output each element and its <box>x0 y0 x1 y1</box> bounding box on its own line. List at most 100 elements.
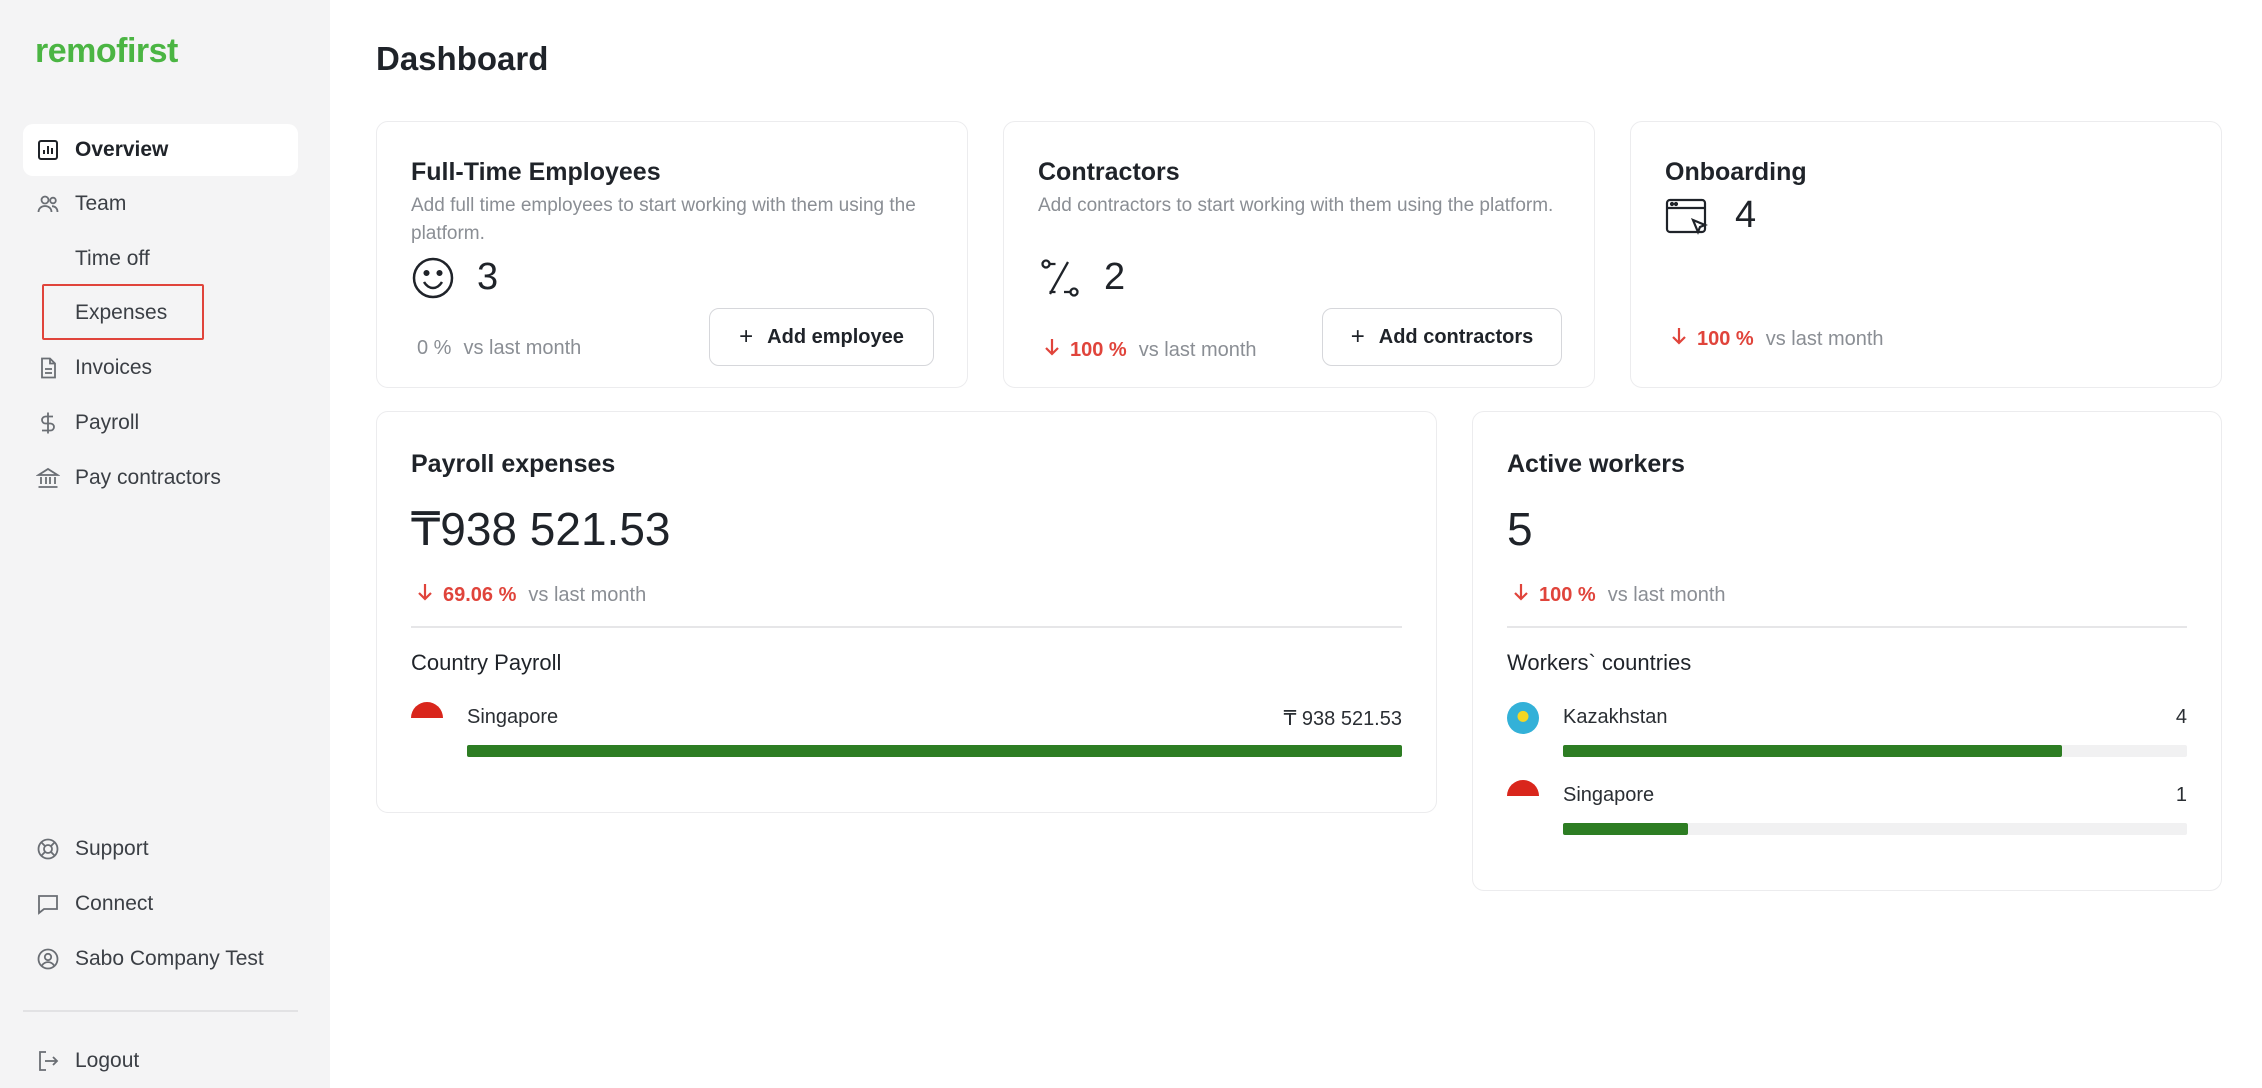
add-contractors-button[interactable]: + Add contractors <box>1322 308 1562 366</box>
section-title: Country Payroll <box>411 650 562 675</box>
arrow-down-icon <box>415 582 435 608</box>
chart-icon <box>35 137 61 163</box>
bank-icon <box>35 465 61 491</box>
sidebar-item-label: Pay contractors <box>75 466 221 489</box>
sidebar-item-label: Connect <box>75 892 154 915</box>
sidebar-item-label: Expenses <box>75 301 168 324</box>
dollar-icon <box>35 410 61 436</box>
change-label: vs last month <box>463 337 582 359</box>
sidebar-item-invoices[interactable]: Invoices <box>23 342 298 394</box>
plus-icon: + <box>739 323 754 350</box>
card-title: Contractors <box>1038 158 1180 186</box>
button-label: Add employee <box>767 325 904 348</box>
card-title: Full-Time Employees <box>411 158 661 186</box>
fte-change: 0 % vs last month <box>417 337 581 360</box>
sidebar-item-logout[interactable]: Logout <box>23 1035 298 1087</box>
chat-icon <box>35 891 61 917</box>
browser-cursor-icon <box>1665 196 1709 240</box>
onboarding-card: Onboarding 4 100 % vs last month <box>1630 121 2222 388</box>
sidebar-item-payroll[interactable]: Payroll <box>23 397 298 449</box>
sidebar-item-label: Invoices <box>75 356 153 379</box>
document-icon <box>35 355 61 381</box>
change-percent: 100 % <box>1697 327 1754 350</box>
onboarding-change: 100 % vs last month <box>1669 326 1884 352</box>
payroll-total: ₸938 521.53 <box>411 503 671 555</box>
sidebar-item-team[interactable]: Team <box>23 178 298 230</box>
change-percent: 0 % <box>417 337 452 359</box>
sidebar-item-label: Payroll <box>75 411 140 434</box>
change-label: vs last month <box>528 583 647 606</box>
sidebar-divider <box>23 1010 298 1012</box>
sidebar-item-label: Team <box>75 192 127 215</box>
sidebar-item-label: Logout <box>75 1049 140 1072</box>
progress-track <box>1563 745 2187 757</box>
route-icon <box>1038 256 1082 300</box>
contractors-card: Contractors Add contractors to start wor… <box>1003 121 1595 388</box>
sidebar: remofirst Overview Team Time off Expense… <box>0 0 330 1088</box>
progress-track <box>1563 823 2187 835</box>
kazakhstan-flag-icon <box>1507 702 1539 734</box>
change-percent: 100 % <box>1070 338 1127 361</box>
sidebar-item-expenses[interactable]: Expenses <box>23 287 298 339</box>
sidebar-item-connect[interactable]: Connect <box>23 878 298 930</box>
logo[interactable]: remofirst <box>35 32 178 70</box>
active-workers-card: Active workers 5 100 % vs last month Wor… <box>1472 411 2222 891</box>
contractors-count: 2 <box>1104 256 1126 298</box>
add-employee-button[interactable]: + Add employee <box>709 308 934 366</box>
workers-change: 100 % vs last month <box>1511 582 1726 608</box>
payroll-change: 69.06 % vs last month <box>415 582 646 608</box>
change-percent: 69.06 % <box>443 583 517 606</box>
singapore-flag-icon <box>411 702 443 734</box>
country-count: 1 <box>2175 784 2187 806</box>
divider <box>411 626 1402 628</box>
arrow-down-icon <box>1669 326 1689 352</box>
divider <box>1507 626 2187 628</box>
progress-fill <box>467 745 1402 757</box>
logout-icon <box>35 1048 61 1074</box>
users-icon <box>35 191 61 217</box>
progress-fill <box>1563 745 2063 757</box>
change-percent: 100 % <box>1539 583 1596 606</box>
page-title: Dashboard <box>376 40 549 77</box>
sidebar-item-pay-contractors[interactable]: Pay contractors <box>23 452 298 504</box>
progress-fill <box>1563 823 1688 835</box>
sidebar-item-label: Support <box>75 837 149 860</box>
fte-card: Full-Time Employees Add full time employ… <box>376 121 968 388</box>
singapore-flag-icon <box>1507 780 1539 812</box>
payroll-expenses-card: Payroll expenses ₸938 521.53 69.06 % vs … <box>376 411 1437 813</box>
country-name: Singapore <box>1563 784 1655 806</box>
sidebar-item-label: Sabo Company Test <box>75 947 264 970</box>
lifebuoy-icon <box>35 836 61 862</box>
card-description: Add full time employees to start working… <box>411 195 916 244</box>
country-name: Singapore <box>467 706 559 728</box>
sidebar-item-time-off[interactable]: Time off <box>23 233 298 285</box>
plus-icon: + <box>1350 323 1365 350</box>
sidebar-item-company[interactable]: Sabo Company Test <box>23 933 298 985</box>
country-amount: ₸ 938 521.53 <box>1283 708 1402 730</box>
sidebar-item-overview[interactable]: Overview <box>23 124 298 176</box>
card-title: Active workers <box>1507 450 1685 478</box>
change-label: vs last month <box>1607 583 1726 606</box>
workers-count: 5 <box>1507 503 1533 555</box>
country-count: 4 <box>2175 706 2187 728</box>
card-title: Onboarding <box>1665 158 1807 186</box>
main-content: Dashboard Full-Time Employees Add full t… <box>330 0 2262 1088</box>
sidebar-item-label: Time off <box>75 247 150 270</box>
change-label: vs last month <box>1765 327 1884 350</box>
progress-track <box>467 745 1402 757</box>
contractors-change: 100 % vs last month <box>1042 337 1257 363</box>
country-name: Kazakhstan <box>1563 706 1668 728</box>
arrow-down-icon <box>1042 337 1062 363</box>
change-label: vs last month <box>1138 338 1257 361</box>
fte-count: 3 <box>477 256 499 298</box>
sidebar-item-support[interactable]: Support <box>23 823 298 875</box>
user-circle-icon <box>35 946 61 972</box>
smile-icon <box>411 256 455 300</box>
section-title: Workers` countries <box>1507 650 1692 675</box>
card-title: Payroll expenses <box>411 450 616 478</box>
sidebar-item-label: Overview <box>75 138 169 161</box>
card-description: Add contractors to start working with th… <box>1038 195 1554 216</box>
button-label: Add contractors <box>1378 325 1534 348</box>
arrow-down-icon <box>1511 582 1531 608</box>
highlight-box <box>42 284 204 340</box>
